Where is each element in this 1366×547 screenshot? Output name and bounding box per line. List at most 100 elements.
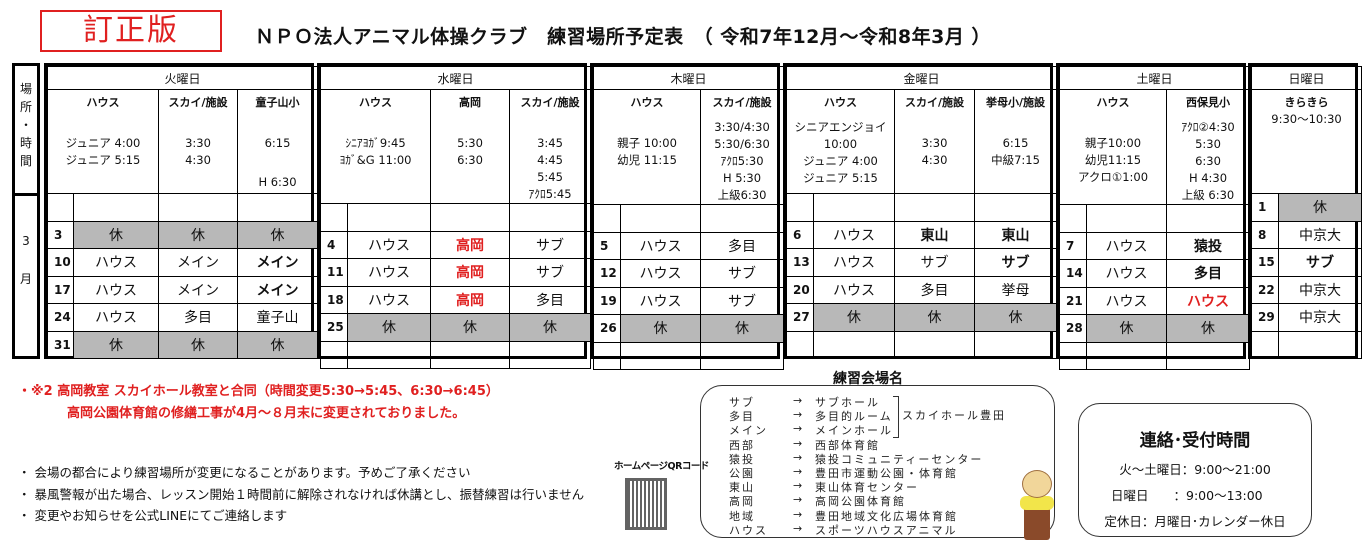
date-cell: 26 [593,314,621,343]
date-cell: 13 [786,248,814,277]
venue-cell: 休 [813,303,895,332]
venue-cell: 休 [1086,314,1167,343]
class-times: 親子10:00 幼児11:15 アクロ①1:00 [1077,136,1149,184]
venue-label: ハウス [359,96,392,109]
legend-full-name: スポーツハウスアニマル [815,523,958,537]
venue-cell: メイン [158,275,238,304]
venue-cell: 高岡 [430,230,510,259]
venue-cell [894,330,975,359]
venue-cell [620,341,701,370]
venue-cell: ハウス [347,285,431,314]
venue-cell: サブ [699,286,785,315]
venue-cell [813,193,895,222]
date-cell [1059,341,1087,370]
table-row: 28 休休 [1059,314,1251,343]
venue-column-header: 童子山小 6:15 H 6:30 [236,89,319,194]
venue-cell [620,204,701,233]
venue-cell [1086,341,1167,370]
date-cell: 18 [320,285,348,314]
day-block-5: 土曜日 ハウス 親子10:00 幼児11:15 アクロ①1:00 西保見小 ｱｸﾛ②4:… [1056,63,1251,370]
table-row: 12 ハウス サブ [593,259,785,288]
date-cell [786,330,814,359]
date-cell [1251,330,1279,359]
venue-cell [508,340,592,369]
table-row: 14 ハウス 多目 [1059,259,1251,288]
legend-abbr: 猿投 [729,452,755,466]
venue-column-header: ハウス ジュニア 4:00 ジュニア 5:15 [47,89,159,194]
legend-arrow: → [793,521,805,535]
venue-cell: ハウス [813,248,895,277]
venue-label: スカイ/施設 [712,96,772,109]
venue-cell: 休 [158,330,238,359]
venue-label: スカイ/施設 [168,96,228,109]
class-times: 3:30 4:30 [185,136,211,167]
qr-code-image[interactable] [625,478,667,530]
venue-cell [347,203,431,232]
venue-cell: 休 [236,330,319,359]
class-times: 6:15 [264,136,291,150]
venue-cell: 休 [1277,193,1363,222]
venue-cell [73,193,159,222]
legend-abbr: ハウス [729,523,768,537]
legend-arrow: → [793,422,805,436]
legend-abbr: サブ [729,396,755,409]
date-cell [47,193,74,222]
table-row [320,340,592,369]
contact-line-2: 日曜日 ：9:00～13:00 [1111,488,1263,503]
venue-label: ハウス [824,96,857,109]
table-row: 22 中京大 [1251,275,1363,304]
venue-cell: ハウス [1086,286,1167,315]
table-row: 6 ハウス 東山 東山 [786,220,1058,249]
venue-cell: ハウス [347,230,431,259]
venue-cell: サブ [973,248,1058,277]
venue-label: 童子山小 [255,96,300,109]
date-cell: 15 [1251,248,1279,277]
contact-line-1: 火～土曜日：9:00～21:00 [1119,462,1271,477]
venue-cell: 多目 [1165,259,1251,288]
red-note-2: 高岡公園体育館の修繕工事が4月～８月末に変更されておりました。 [67,406,466,421]
venue-label: スカイ/施設 [904,96,965,109]
table-row [1251,330,1363,359]
legend-arrow: → [793,394,805,407]
date-cell: 3 [47,220,74,249]
venue-cell: ハウス [620,259,701,288]
venue-cell [1086,204,1167,233]
table-row [1059,204,1251,233]
venue-label: ハウス [86,96,120,109]
legend-full-name: サブホール [815,396,880,409]
venue-cell: 高岡 [430,258,510,287]
venue-cell: 猿投 [1165,231,1251,260]
contact-title: 連絡･受付時間 [1139,431,1251,451]
venue-column-header: スカイ/施設 3:45 4:45 5:45 ｱｸﾛ5:45 [508,89,592,204]
venue-cell: ハウス [813,220,895,249]
class-times: シニアエンジョイ10:00 ジュニア 4:00 ジュニア 5:15 [794,120,887,185]
table-row: 21 ハウス ハウス [1059,286,1251,315]
table-row: 4 ハウス 高岡 サブ [320,230,592,259]
revised-edition-badge: 訂正版 [40,10,222,52]
day-block-6: 日曜日 きらきら 9:30～10:30 1 休 8 中京大 15 サブ 22 中京大 29 中京大 [1248,63,1363,359]
legend-arrow: → [793,479,805,493]
legend-full-name: 西部体育館 [815,438,880,452]
table-row [320,203,592,232]
legend-bracket [893,396,899,438]
table-row: 5 ハウス 多目 [593,231,785,260]
day-block-3: 木曜日 ハウス 親子 10:00 幼児 11:15 スカイ/施設 3:30/4:30 5… [590,63,785,370]
legend-arrow: → [793,408,805,422]
legend-abbr: 公園 [729,467,755,480]
venue-cell: 高岡 [430,285,510,314]
date-cell: 31 [47,330,74,359]
date-cell: 5 [593,231,621,260]
table-row [593,204,785,233]
legend-group-label: スカイホール豊田 [902,409,1006,422]
venue-cell: 多目 [894,275,975,304]
venue-cell: メイン [236,248,319,277]
date-cell: 11 [320,258,348,287]
table-row: 25 休休休 [320,313,592,342]
legend-full-name: 東山体育センター [815,481,919,495]
venue-column-header: ハウスシニアエンジョイ10:00 ジュニア 4:00 ジュニア 5:15 [786,89,895,194]
table-row: 7 ハウス 猿投 [1059,231,1251,260]
table-row: 10 ハウス メイン メイン [47,248,319,277]
class-times: ｱｸﾛ②4:30 5:30 6:30 H 4:30 上級 6:30 [1181,120,1235,202]
venue-cell [894,193,975,222]
